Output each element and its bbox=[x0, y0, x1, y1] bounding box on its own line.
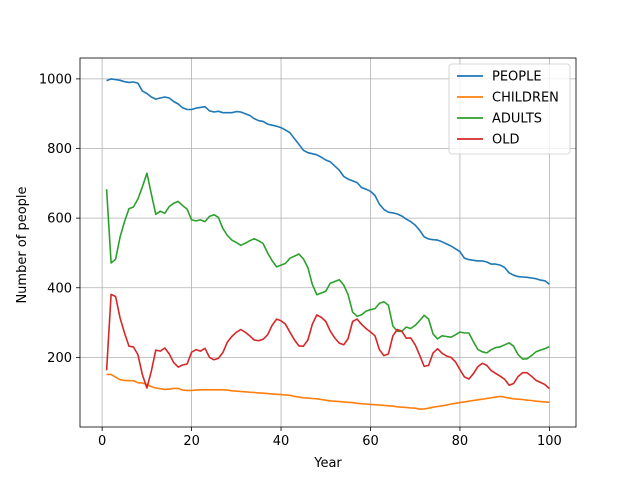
series-lines bbox=[105, 78, 550, 411]
legend-label: PEOPLE bbox=[492, 70, 542, 85]
x-tick-label: 80 bbox=[452, 434, 469, 449]
legend-label: ADULTS bbox=[492, 112, 542, 127]
legend-label: OLD bbox=[492, 133, 520, 148]
y-tick-label: 800 bbox=[47, 142, 72, 157]
series-line-children bbox=[106, 373, 550, 411]
x-axis-ticks: 0 20 40 60 80 100 bbox=[98, 427, 562, 449]
x-tick-label: 100 bbox=[537, 434, 562, 449]
y-axis-label: Number of people bbox=[15, 186, 30, 303]
series-line-old bbox=[105, 293, 550, 390]
y-axis-ticks: 200 400 600 800 1000 bbox=[39, 72, 80, 366]
y-tick-label: 600 bbox=[47, 212, 72, 227]
y-tick-label: 1000 bbox=[39, 72, 72, 87]
plot-frame bbox=[79, 57, 577, 428]
series-line-adults bbox=[105, 172, 550, 360]
x-tick-label: 20 bbox=[183, 434, 200, 449]
x-tick-label: 40 bbox=[273, 434, 290, 449]
legend: PEOPLE CHILDREN ADULTS OLD bbox=[448, 63, 571, 155]
y-tick-label: 200 bbox=[47, 351, 72, 366]
x-axis-label: Year bbox=[313, 456, 342, 471]
x-tick-label: 60 bbox=[362, 434, 379, 449]
series-line-people bbox=[106, 78, 550, 285]
legend-label: CHILDREN bbox=[492, 91, 559, 106]
legend-box bbox=[448, 63, 571, 155]
y-tick-label: 400 bbox=[47, 281, 72, 296]
x-tick-label: 0 bbox=[98, 434, 106, 449]
